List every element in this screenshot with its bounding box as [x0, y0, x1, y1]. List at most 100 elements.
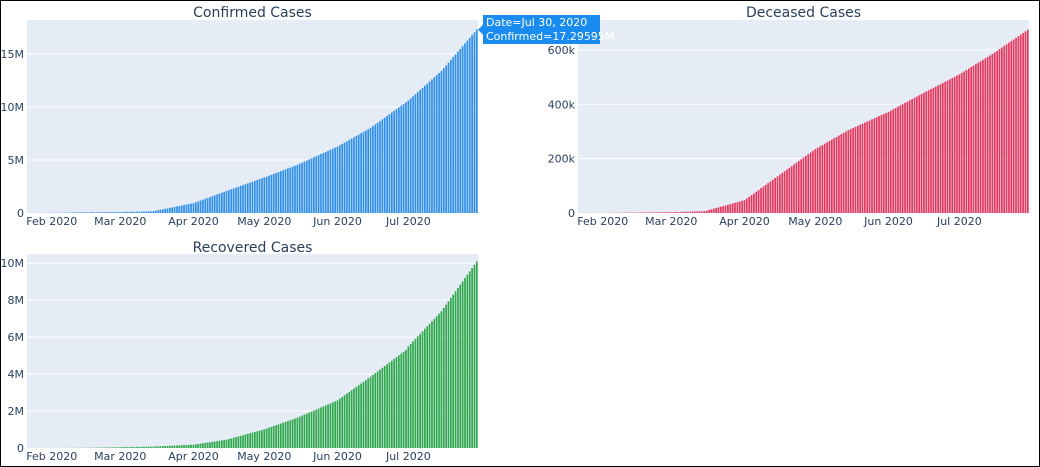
deceased-bar[interactable]: [771, 179, 774, 213]
confirmed-bar[interactable]: [150, 211, 152, 213]
confirmed-bar[interactable]: [119, 212, 122, 213]
confirmed-bar[interactable]: [298, 163, 301, 213]
deceased-bar[interactable]: [958, 74, 961, 213]
deceased-bar[interactable]: [944, 81, 947, 214]
deceased-bar[interactable]: [750, 195, 753, 213]
recovered-bar[interactable]: [119, 447, 122, 448]
recovered-bar[interactable]: [435, 316, 438, 448]
recovered-bar[interactable]: [457, 287, 459, 448]
confirmed-bar[interactable]: [114, 212, 117, 213]
recovered-bar[interactable]: [140, 446, 143, 448]
confirmed-bar[interactable]: [395, 109, 398, 213]
deceased-bar[interactable]: [991, 53, 994, 213]
confirmed-bar[interactable]: [76, 212, 79, 213]
confirmed-bar[interactable]: [343, 142, 346, 213]
deceased-bar[interactable]: [684, 211, 687, 213]
confirmed-bar[interactable]: [464, 43, 466, 213]
confirmed-bar[interactable]: [164, 208, 166, 213]
deceased-bar[interactable]: [668, 212, 670, 213]
recovered-bar[interactable]: [433, 318, 436, 448]
deceased-bar[interactable]: [1017, 36, 1020, 214]
recovered-bar[interactable]: [320, 407, 322, 448]
recovered-bar[interactable]: [305, 413, 308, 448]
deceased-bar[interactable]: [913, 97, 916, 213]
recovered-bar[interactable]: [466, 274, 469, 448]
confirmed-bar[interactable]: [218, 193, 221, 213]
deceased-bar[interactable]: [712, 208, 715, 213]
deceased-bar[interactable]: [923, 92, 925, 213]
deceased-bar[interactable]: [951, 78, 954, 213]
confirmed-bar[interactable]: [275, 172, 277, 213]
confirmed-bar[interactable]: [251, 181, 254, 213]
deceased-bar[interactable]: [701, 211, 703, 213]
deceased-bar[interactable]: [1015, 37, 1017, 213]
confirmed-bar[interactable]: [322, 153, 325, 213]
recovered-bar[interactable]: [364, 380, 367, 448]
confirmed-bar[interactable]: [461, 46, 464, 214]
recovered-bar[interactable]: [223, 440, 226, 448]
deceased-bar[interactable]: [720, 206, 722, 213]
recovered-bar[interactable]: [265, 428, 268, 448]
confirmed-bar[interactable]: [166, 208, 169, 213]
confirmed-bar[interactable]: [402, 104, 405, 213]
deceased-bar[interactable]: [816, 147, 819, 213]
recovered-bar[interactable]: [213, 441, 216, 448]
recovered-bar[interactable]: [272, 426, 275, 448]
recovered-bar[interactable]: [185, 445, 188, 448]
deceased-bar[interactable]: [998, 49, 1001, 213]
deceased-bar[interactable]: [996, 50, 998, 214]
deceased-bar[interactable]: [887, 111, 890, 213]
deceased-bar[interactable]: [972, 65, 975, 213]
confirmed-bar[interactable]: [232, 188, 235, 213]
deceased-bar[interactable]: [805, 155, 807, 213]
confirmed-bar[interactable]: [445, 65, 447, 213]
deceased-bar[interactable]: [852, 127, 854, 213]
recovered-bar[interactable]: [367, 378, 370, 448]
deceased-bar[interactable]: [845, 131, 847, 213]
recovered-bar[interactable]: [398, 355, 400, 448]
recovered-bar[interactable]: [336, 400, 339, 448]
deceased-bar[interactable]: [660, 212, 663, 213]
recovered-bar[interactable]: [131, 446, 133, 448]
confirmed-bar[interactable]: [152, 211, 155, 213]
deceased-bar[interactable]: [663, 212, 666, 213]
deceased-bar[interactable]: [979, 61, 982, 214]
confirmed-bar[interactable]: [424, 85, 426, 213]
deceased-bar[interactable]: [689, 211, 692, 213]
recovered-bar[interactable]: [454, 291, 457, 448]
deceased-bar[interactable]: [783, 171, 786, 213]
confirmed-bar[interactable]: [263, 177, 266, 213]
recovered-bar[interactable]: [246, 433, 249, 448]
recovered-bar[interactable]: [284, 421, 287, 448]
recovered-bar[interactable]: [445, 304, 447, 448]
confirmed-bar[interactable]: [291, 166, 294, 213]
deceased-bar[interactable]: [646, 212, 649, 213]
confirmed-bar[interactable]: [324, 151, 327, 213]
recovered-bar[interactable]: [128, 447, 131, 448]
confirmed-bar[interactable]: [121, 212, 124, 213]
deceased-bar[interactable]: [1003, 45, 1006, 214]
deceased-bar[interactable]: [859, 124, 862, 213]
recovered-bar[interactable]: [239, 435, 242, 448]
recovered-bar[interactable]: [416, 336, 419, 448]
confirmed-bar[interactable]: [268, 175, 270, 213]
confirmed-bar[interactable]: [313, 157, 315, 213]
recovered-bar[interactable]: [176, 445, 178, 448]
confirmed-bar[interactable]: [466, 40, 469, 214]
deceased-bar[interactable]: [736, 202, 739, 213]
deceased-bar[interactable]: [703, 211, 706, 213]
recovered-bar[interactable]: [471, 268, 473, 448]
confirmed-bar[interactable]: [159, 209, 162, 213]
recovered-bar[interactable]: [348, 391, 351, 448]
recovered-bar[interactable]: [277, 424, 280, 448]
recovered-bar[interactable]: [261, 429, 263, 448]
recovered-bar[interactable]: [400, 353, 403, 448]
deceased-bar[interactable]: [982, 59, 984, 214]
confirmed-bar[interactable]: [421, 87, 424, 213]
deceased-bar[interactable]: [833, 138, 836, 213]
deceased-bar[interactable]: [1005, 44, 1008, 213]
confirmed-bar[interactable]: [426, 83, 429, 213]
recovered-bar[interactable]: [395, 357, 398, 448]
confirmed-bar[interactable]: [346, 141, 348, 213]
deceased-bar[interactable]: [989, 55, 991, 213]
